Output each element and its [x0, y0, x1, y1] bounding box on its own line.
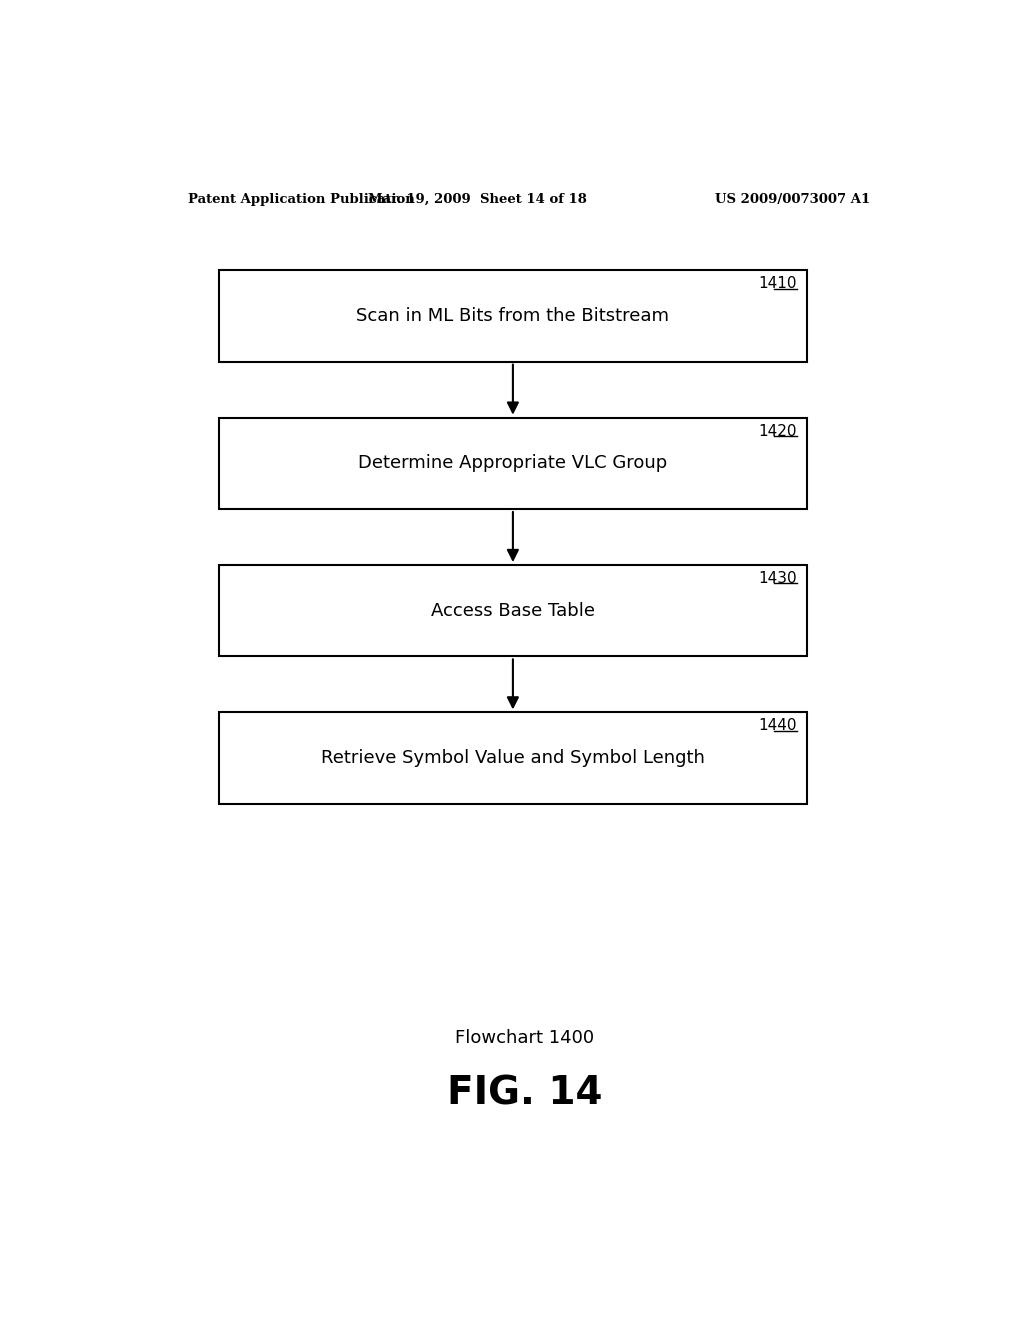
- Text: Determine Appropriate VLC Group: Determine Appropriate VLC Group: [358, 454, 668, 473]
- Text: Access Base Table: Access Base Table: [431, 602, 595, 619]
- Text: Retrieve Symbol Value and Symbol Length: Retrieve Symbol Value and Symbol Length: [321, 748, 705, 767]
- Text: Mar. 19, 2009  Sheet 14 of 18: Mar. 19, 2009 Sheet 14 of 18: [368, 193, 587, 206]
- Text: 1440: 1440: [759, 718, 797, 734]
- FancyBboxPatch shape: [219, 565, 807, 656]
- Text: 1420: 1420: [759, 424, 797, 438]
- Text: 1430: 1430: [759, 572, 797, 586]
- Text: Scan in ML Bits from the Bitstream: Scan in ML Bits from the Bitstream: [356, 308, 670, 325]
- FancyBboxPatch shape: [219, 417, 807, 510]
- FancyBboxPatch shape: [219, 713, 807, 804]
- Text: Flowchart 1400: Flowchart 1400: [456, 1028, 594, 1047]
- Text: US 2009/0073007 A1: US 2009/0073007 A1: [715, 193, 870, 206]
- Text: FIG. 14: FIG. 14: [447, 1074, 602, 1113]
- FancyBboxPatch shape: [219, 271, 807, 362]
- Text: Patent Application Publication: Patent Application Publication: [187, 193, 415, 206]
- Text: 1410: 1410: [759, 276, 797, 292]
